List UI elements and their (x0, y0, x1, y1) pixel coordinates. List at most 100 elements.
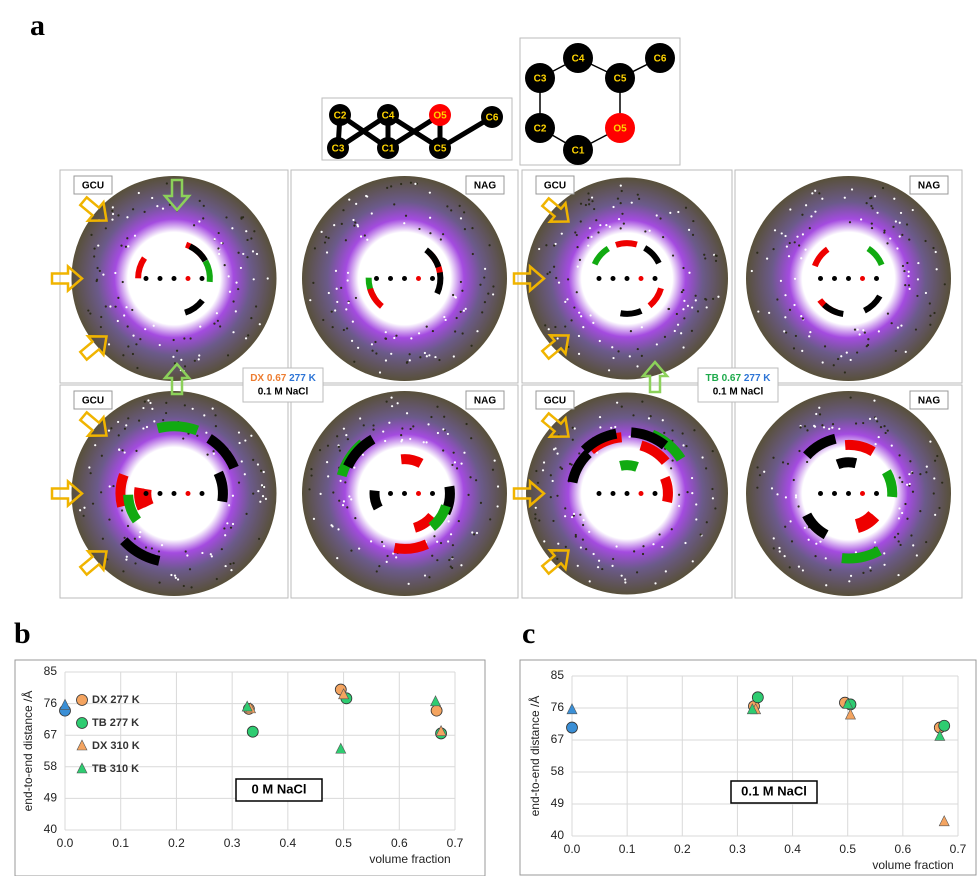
speckle (426, 355, 428, 357)
speckle (883, 552, 885, 554)
legend-label: DX 310 K (92, 740, 140, 752)
speckle (882, 187, 884, 189)
speckle (237, 288, 239, 290)
speckle (96, 280, 98, 282)
speckle (919, 510, 921, 512)
speckle (570, 319, 572, 321)
speckle (492, 293, 494, 295)
speckle (253, 230, 255, 232)
speckle (487, 292, 489, 294)
speckle (436, 406, 438, 408)
speckle (255, 305, 257, 307)
speckle (612, 357, 614, 359)
density-dot (144, 491, 149, 496)
speckle (898, 454, 900, 456)
speckle (424, 574, 426, 576)
speckle (109, 485, 111, 487)
speckle (218, 232, 220, 234)
speckle (623, 222, 625, 224)
speckle (818, 407, 820, 409)
speckle (400, 440, 402, 442)
x-tick-label: 0.5 (335, 836, 352, 850)
speckle (117, 421, 119, 423)
speckle (246, 256, 248, 258)
speckle (450, 209, 452, 211)
speckle (83, 515, 85, 517)
speckle (700, 534, 702, 536)
speckle (338, 500, 340, 502)
speckle (338, 446, 340, 448)
speckle (795, 496, 797, 498)
speckle (580, 546, 582, 548)
speckle (481, 311, 483, 313)
x-tick-label: 0.0 (564, 842, 581, 856)
speckle (621, 190, 623, 192)
density-dot (639, 491, 644, 496)
speckle (108, 343, 110, 345)
speckle (350, 498, 352, 500)
speckle (142, 407, 144, 409)
speckle (925, 292, 927, 294)
speckle (571, 464, 573, 466)
speckle (343, 500, 345, 502)
speckle (213, 453, 215, 455)
speckle (180, 359, 182, 361)
speckle (624, 581, 626, 583)
speckle (159, 344, 161, 346)
speckle (621, 575, 623, 577)
speckle (919, 473, 921, 475)
speckle (410, 337, 412, 339)
density-dot (172, 276, 177, 281)
speckle (822, 361, 824, 363)
speckle (665, 570, 667, 572)
speckle (100, 316, 102, 318)
density-arc (616, 243, 637, 245)
speckle (193, 224, 195, 226)
speckle (712, 298, 714, 300)
speckle (901, 481, 903, 483)
atom-label: C5 (614, 74, 627, 85)
speckle (599, 340, 601, 342)
speckle (671, 429, 673, 431)
legend-label: TB 277 K (92, 717, 139, 729)
speckle (856, 351, 858, 353)
speckle (825, 557, 827, 559)
speckle (588, 203, 590, 205)
speckle (797, 505, 799, 507)
speckle (592, 322, 594, 324)
speckle (878, 436, 880, 438)
speckle (229, 291, 231, 293)
speckle (310, 468, 312, 470)
speckle (427, 423, 429, 425)
speckle (408, 583, 410, 585)
speckle (925, 471, 927, 473)
speckle (579, 259, 581, 261)
speckle (644, 230, 646, 232)
speckle (132, 335, 134, 337)
y-axis-label: end-to-end distance /Å (527, 696, 542, 817)
speckle (787, 463, 789, 465)
speckle (935, 251, 937, 253)
speckle (370, 540, 372, 542)
speckle (784, 555, 786, 557)
speckle (353, 225, 355, 227)
speckle (670, 467, 672, 469)
speckle (617, 198, 619, 200)
density-dot (158, 491, 163, 496)
speckle (819, 413, 821, 415)
speckle (756, 487, 758, 489)
speckle (578, 452, 580, 454)
speckle (691, 330, 693, 332)
speckle (685, 445, 687, 447)
speckle (336, 301, 338, 303)
speckle (127, 525, 129, 527)
speckle (778, 547, 780, 549)
speckle (814, 555, 816, 557)
speckle (431, 555, 433, 557)
speckle (390, 353, 392, 355)
speckle (766, 258, 768, 260)
speckle (124, 537, 126, 539)
speckle (184, 365, 186, 367)
density-dot (402, 276, 407, 281)
condition-salt: 0.1 M NaCl (258, 387, 309, 398)
